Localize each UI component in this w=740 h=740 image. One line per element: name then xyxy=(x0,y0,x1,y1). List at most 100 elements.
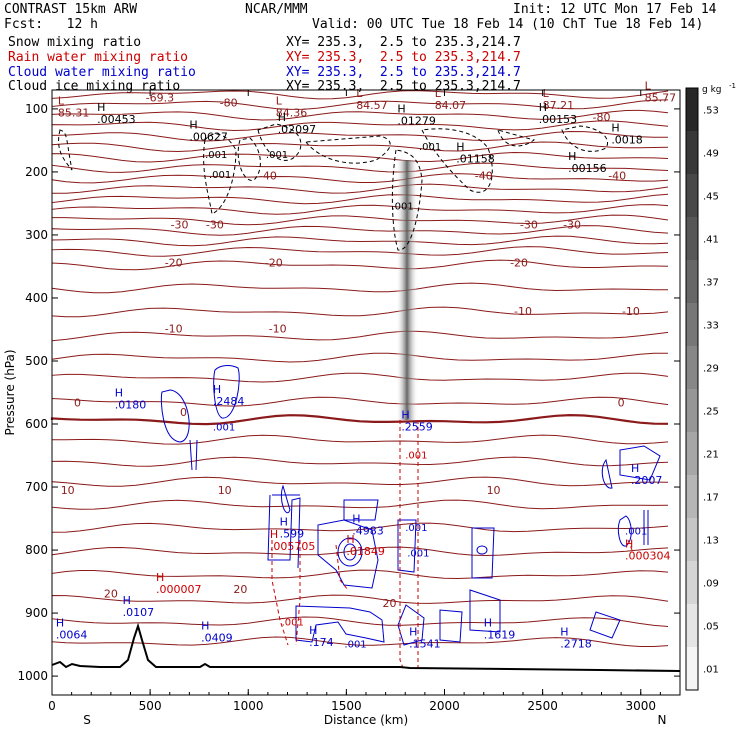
y-axis-label: Pressure (hPa) xyxy=(3,349,17,435)
temperature-contour-label: -10 xyxy=(514,305,532,318)
temperature-contour-label: -10 xyxy=(165,323,183,336)
colorbar-tick-label: .29 xyxy=(703,364,719,375)
extremum-value: 87.21 xyxy=(543,99,575,112)
y-tick-label: 200 xyxy=(25,165,48,179)
y-tick-label: 600 xyxy=(25,417,48,431)
extremum-value: .2484 xyxy=(213,395,245,408)
x-tick-label: 1000 xyxy=(233,699,264,713)
extremum-marker: H xyxy=(213,383,221,396)
extremum-value: 85.31 xyxy=(58,106,89,119)
extremum-value: .01158 xyxy=(456,152,495,165)
legend-snow-xy: XY= 235.3, 2.5 to 235.3,214.7 xyxy=(286,35,521,50)
temperature-contour-label: -10 xyxy=(622,305,640,318)
colorbar-tick-label: .49 xyxy=(703,149,719,160)
temperature-contour xyxy=(51,259,669,271)
extremum-value: .02097 xyxy=(278,123,317,136)
forecast-hour: Fcst: 12 h xyxy=(4,17,98,32)
y-tick-label: 500 xyxy=(25,354,48,368)
extremum-marker: L xyxy=(645,79,652,92)
legend-snow-label: Snow mixing ratio xyxy=(8,35,142,50)
colorbar-tick-label: .21 xyxy=(703,450,719,461)
extremum-marker: H xyxy=(560,626,568,639)
init-time: Init: 12 UTC Mon 17 Feb 14 xyxy=(513,2,717,17)
extremum-marker: H xyxy=(631,462,639,475)
temperature-contour-label: -20 xyxy=(265,256,283,269)
extremum-marker: L xyxy=(435,87,442,100)
extremum-value: .0064 xyxy=(56,628,88,641)
contour-value-label: .001 xyxy=(209,170,231,181)
contour-value-label: .001 xyxy=(344,640,366,651)
temperature-contour xyxy=(51,109,669,121)
y-tick-label: 800 xyxy=(25,543,48,557)
chart-axes: 0 500 1000 1500 2000 2500 30001002003004005006… xyxy=(3,89,681,727)
colorbar-tick-label: .45 xyxy=(703,192,719,203)
x-tick-label: 1500 xyxy=(331,699,362,713)
south-endpoint-label: S xyxy=(83,713,91,727)
extremum-marker: H xyxy=(309,624,317,637)
temperature-contour-label: 10 xyxy=(61,484,75,497)
temperature-contour xyxy=(51,120,669,132)
extremum-value: .005705 xyxy=(270,540,316,553)
extremum-value: .01849 xyxy=(346,545,385,558)
y-tick-label: 700 xyxy=(25,480,48,494)
colorbar-unit-exponent: -1 xyxy=(729,82,736,90)
extremum-value: .000304 xyxy=(625,550,671,563)
x-tick-label: 0 xyxy=(48,699,56,713)
temperature-contour xyxy=(51,616,669,627)
temperature-contour xyxy=(51,396,669,407)
extremum-value: .0107 xyxy=(123,606,154,619)
colorbar-tick-label: .13 xyxy=(703,536,719,547)
temperature-contour-label: -30 xyxy=(563,219,581,232)
extremum-marker: H xyxy=(484,616,492,629)
colorbar-tick-label: .09 xyxy=(703,579,719,590)
extremum-marker: L xyxy=(58,94,65,107)
extremum-marker: H xyxy=(189,118,197,131)
colorbar-tick-label: .37 xyxy=(703,278,719,289)
temperature-contour xyxy=(51,193,669,205)
extremum-value: .0180 xyxy=(115,398,147,411)
contour-value-label: .001 xyxy=(266,150,288,161)
colorbar-unit: g kg xyxy=(702,85,722,95)
extremum-marker: H xyxy=(270,528,278,541)
x-tick-label: 500 xyxy=(139,699,162,713)
temperature-contour xyxy=(51,90,669,100)
extremum-value: 84.07 xyxy=(435,99,467,112)
temperature-contour-label: -69.3 xyxy=(146,91,174,104)
temperature-contour-label: -10 xyxy=(269,323,287,336)
colorbar-tick-label: .05 xyxy=(703,622,719,633)
temperature-contour xyxy=(51,594,669,604)
extremum-value: .0409 xyxy=(201,631,233,644)
contour-value-label: .001 xyxy=(419,142,441,153)
temperature-contour-label: -40 xyxy=(475,169,493,182)
extremum-value: .1541 xyxy=(409,638,441,651)
colorbar-tick-label: .41 xyxy=(703,235,719,246)
extremum-value: 84.57 xyxy=(356,99,388,112)
temperature-contour-label: 20 xyxy=(104,587,118,600)
temperature-contour xyxy=(51,476,669,487)
temperature-contour-label: 20 xyxy=(233,583,247,596)
terrain-profile xyxy=(51,622,681,672)
temperature-contour-label: -80 xyxy=(593,111,611,124)
colorbar: .01 .05 .09 .13 .17 .21 .25 .29 .33 .37 .41 .45 .49.… xyxy=(685,82,736,691)
temperature-contour xyxy=(51,456,669,467)
extremum-marker: H xyxy=(115,386,123,399)
extremum-value: .00627 xyxy=(189,130,228,143)
extremum-marker: H xyxy=(409,626,417,639)
temperature-contour xyxy=(51,569,669,580)
zero-degree-isotherm xyxy=(50,413,669,426)
temperature-contour-label: 0 xyxy=(618,396,625,409)
temperature-contour xyxy=(51,225,669,236)
contour-value-label: .001 xyxy=(213,422,235,433)
contour-value-label: .001 xyxy=(205,150,227,161)
extremum-value: .00453 xyxy=(97,113,136,126)
legend-cloud-water-xy: XY= 235.3, 2.5 to 235.3,214.7 xyxy=(286,65,521,80)
extremum-value: 85.77 xyxy=(645,91,677,104)
extremum-value: .0018 xyxy=(611,134,643,147)
extremum-marker: H xyxy=(278,111,286,124)
legend-rain-xy: XY= 235.3, 2.5 to 235.3,214.7 xyxy=(286,50,521,65)
temperature-contour xyxy=(51,522,669,533)
temperature-contour xyxy=(51,162,669,173)
extremum-value: .2718 xyxy=(560,638,592,651)
temperature-contour-label: 20 xyxy=(383,597,397,610)
